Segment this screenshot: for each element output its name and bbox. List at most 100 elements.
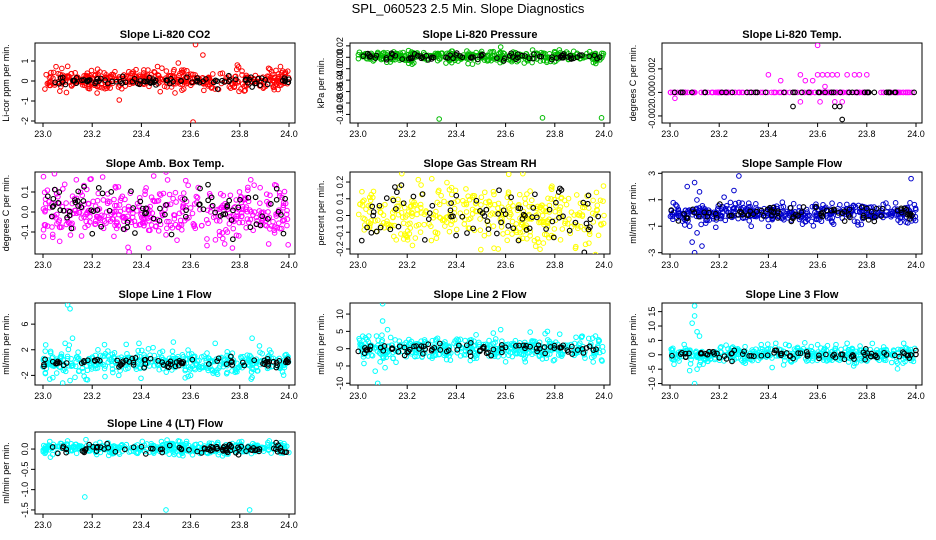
data-point — [46, 199, 52, 205]
data-point — [569, 343, 575, 350]
data-point — [256, 448, 262, 455]
outlier-point — [836, 103, 843, 110]
data-point — [517, 215, 523, 222]
data-point — [459, 213, 466, 220]
data-point — [504, 237, 511, 244]
data-point — [190, 221, 197, 227]
data-point — [111, 196, 117, 203]
data-point — [490, 346, 497, 353]
x-tick-label: 23.8 — [546, 391, 564, 401]
data-point — [669, 352, 675, 359]
data-point — [572, 219, 579, 226]
data-point — [364, 224, 370, 231]
data-point — [576, 212, 583, 219]
data-point — [753, 208, 760, 215]
data-point — [50, 203, 57, 209]
data-point — [283, 351, 289, 358]
data-point — [762, 89, 769, 96]
data-point — [259, 210, 266, 216]
data-point — [167, 361, 174, 368]
data-point — [122, 446, 128, 453]
data-point — [527, 232, 533, 239]
y-axis-label: ml/min per min. — [628, 313, 638, 375]
data-point — [93, 444, 100, 451]
plot-frame — [661, 171, 923, 255]
data-point — [512, 350, 519, 357]
data-point — [172, 90, 178, 96]
data-point — [266, 347, 273, 353]
data-point — [167, 358, 174, 365]
data-point — [40, 173, 47, 180]
data-point — [549, 218, 556, 225]
data-point — [509, 231, 515, 237]
data-point — [453, 192, 460, 199]
data-point — [178, 77, 184, 84]
data-point — [367, 53, 374, 60]
data-point — [579, 52, 585, 58]
data-point — [228, 217, 235, 223]
data-point — [667, 89, 674, 96]
data-point — [502, 211, 509, 217]
outlier-point — [497, 44, 504, 50]
outlier-point — [834, 71, 841, 78]
data-point — [599, 358, 605, 364]
data-point — [701, 213, 708, 219]
data-point — [66, 212, 73, 219]
data-point — [182, 177, 189, 184]
data-point — [148, 194, 155, 200]
y-tick-label: 5 — [335, 329, 345, 334]
data-point — [515, 237, 522, 244]
data-point — [879, 205, 886, 212]
panel-title: Slope Sample Flow — [742, 158, 843, 170]
data-point — [204, 242, 210, 249]
outlier-point — [765, 71, 772, 78]
data-point — [851, 218, 858, 224]
data-point — [714, 350, 720, 357]
data-point — [260, 360, 266, 367]
data-point — [170, 81, 176, 87]
data-point — [787, 204, 794, 211]
data-point — [436, 187, 442, 194]
outlier-point — [844, 340, 850, 347]
data-point — [110, 71, 117, 78]
data-point — [790, 89, 796, 96]
x-tick-label: 23.0 — [34, 129, 52, 139]
data-point — [63, 89, 70, 96]
data-point — [548, 56, 555, 63]
y-tick-label: 0.00 — [335, 49, 345, 67]
data-point — [136, 194, 143, 201]
data-point — [279, 194, 285, 201]
data-point — [209, 202, 216, 209]
data-point — [853, 348, 859, 355]
data-point — [452, 187, 459, 194]
data-point — [863, 357, 869, 364]
data-point — [668, 207, 675, 213]
data-point — [841, 208, 848, 215]
outlier-point — [175, 438, 182, 444]
data-point — [861, 214, 867, 221]
data-point — [277, 63, 284, 70]
data-point — [273, 359, 280, 366]
plot-frame — [34, 42, 296, 124]
data-point — [418, 182, 424, 188]
data-point — [68, 225, 75, 232]
data-point — [198, 449, 205, 456]
data-point — [491, 191, 497, 198]
data-point — [110, 369, 116, 376]
outlier-point — [187, 372, 194, 379]
data-point — [465, 193, 471, 200]
data-point — [438, 192, 444, 199]
data-point — [555, 189, 562, 195]
data-point — [433, 338, 439, 344]
outlier-point — [429, 175, 435, 182]
data-point — [844, 201, 850, 208]
data-point — [426, 353, 433, 360]
data-point — [854, 219, 861, 225]
data-point — [196, 201, 203, 208]
data-point — [530, 205, 537, 211]
data-point — [419, 191, 426, 197]
data-point — [546, 209, 553, 215]
y-tick-label: -10 — [647, 377, 657, 390]
data-point — [500, 57, 507, 64]
outlier-point — [246, 507, 253, 513]
